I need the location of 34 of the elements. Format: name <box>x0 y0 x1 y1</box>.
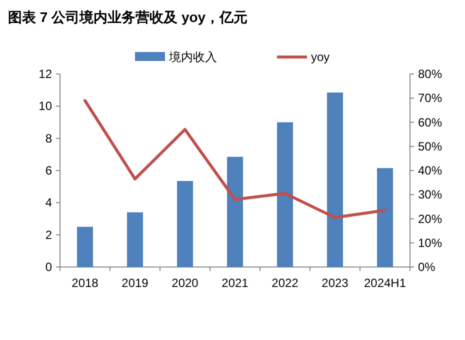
legend-label: 境内收入 <box>168 50 217 64</box>
y-tick-label: 8 <box>45 131 52 146</box>
x-tick-label: 2018 <box>72 276 99 290</box>
y-tick-label: 4 <box>45 196 52 210</box>
y2-tick-label: 50% <box>418 139 442 154</box>
bar <box>177 180 193 267</box>
x-tick-label: 2021 <box>222 276 249 290</box>
x-tick-label: 2020 <box>172 276 199 290</box>
y2-tick-label: 10% <box>418 236 442 250</box>
line-series <box>84 99 386 220</box>
y-tick-label: 12 <box>38 67 52 81</box>
chart-title: 图表 7 公司境内业务营收及 yoy，亿元 <box>8 9 248 25</box>
x-tick-label: 2022 <box>272 276 299 290</box>
y2-tick-label: 30% <box>418 188 442 202</box>
y-tick-label: 2 <box>45 228 52 242</box>
x-tick-label: 2024H1 <box>364 276 406 290</box>
bar <box>227 156 243 267</box>
bar <box>127 212 143 267</box>
bar <box>377 168 393 267</box>
bar <box>77 226 93 267</box>
y2-tick-label: 60% <box>418 115 442 130</box>
legend-label: yoy <box>311 50 330 64</box>
x-tick-label: 2019 <box>122 276 149 290</box>
bar <box>277 122 293 267</box>
y-tick-label: 0 <box>45 260 52 274</box>
y2-tick-label: 80% <box>418 67 442 81</box>
y2-tick-label: 40% <box>418 164 442 178</box>
y2-tick-label: 70% <box>418 91 442 106</box>
y2-tick-label: 0% <box>418 260 436 274</box>
y-tick-label: 6 <box>45 164 52 178</box>
y-tick-label: 10 <box>38 99 52 114</box>
y2-tick-label: 20% <box>418 212 442 226</box>
x-tick-label: 2023 <box>322 276 349 290</box>
bar <box>327 92 343 267</box>
